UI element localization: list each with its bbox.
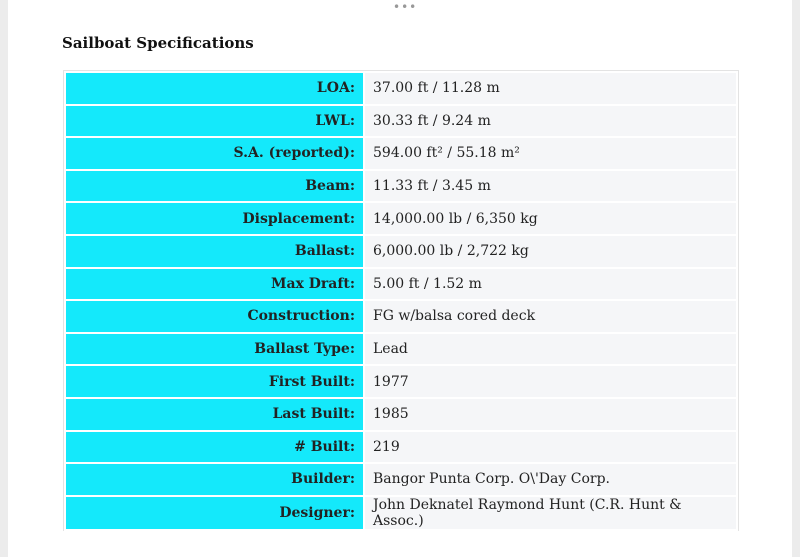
spec-row: Last Built: 1985 — [66, 398, 736, 430]
spec-label: Displacement: — [66, 203, 363, 234]
spec-row: Ballast Type: Lead — [66, 333, 736, 365]
spec-row: Construction: FG w/balsa cored deck — [66, 301, 736, 332]
spec-value: Bangor Punta Corp. O\'Day Corp. — [365, 464, 736, 495]
spec-row: First Built: 1977 — [66, 366, 736, 397]
spec-label: Beam: — [66, 170, 363, 202]
spec-table-wrapper: LOA: 37.00 ft / 11.28 m LWL: 30.33 ft / 9.2… — [63, 70, 739, 531]
spec-value: 37.00 ft / 11.28 m — [365, 73, 736, 104]
spec-value: 1977 — [365, 366, 736, 397]
spec-value: 14,000.00 lb / 6,350 kg — [365, 203, 736, 234]
spec-table: LOA: 37.00 ft / 11.28 m LWL: 30.33 ft / 9.2… — [64, 71, 738, 531]
spec-value: 1985 — [365, 398, 736, 430]
spec-value: 219 — [365, 431, 736, 463]
spec-row: Displacement: 14,000.00 lb / 6,350 kg — [66, 203, 736, 234]
spec-value: John Deknatel Raymond Hunt (C.R. Hunt & … — [365, 496, 736, 529]
spec-value: 30.33 ft / 9.24 m — [365, 105, 736, 137]
spec-value: 6,000.00 lb / 2,722 kg — [365, 235, 736, 267]
spec-label: # Built: — [66, 431, 363, 463]
drag-handle[interactable]: ••• — [393, 0, 418, 14]
spec-label: Builder: — [66, 464, 363, 495]
table-body: LOA: 37.00 ft / 11.28 m LWL: 30.33 ft / 9.2… — [66, 73, 736, 529]
spec-value: FG w/balsa cored deck — [365, 301, 736, 332]
content-card: ••• Sailboat Specifications LOA: 37.00 ft… — [8, 0, 792, 557]
spec-row: S.A. (reported): 594.00 ft² / 55.18 m² — [66, 138, 736, 169]
spec-label: Ballast Type: — [66, 333, 363, 365]
spec-row: LOA: 37.00 ft / 11.28 m — [66, 73, 736, 104]
spec-row: LWL: 30.33 ft / 9.24 m — [66, 105, 736, 137]
page-title: Sailboat Specifications — [62, 34, 254, 52]
spec-row: Beam: 11.33 ft / 3.45 m — [66, 170, 736, 202]
spec-label: S.A. (reported): — [66, 138, 363, 169]
spec-row: Max Draft: 5.00 ft / 1.52 m — [66, 268, 736, 300]
spec-value: 594.00 ft² / 55.18 m² — [365, 138, 736, 169]
spec-value: 11.33 ft / 3.45 m — [365, 170, 736, 202]
spec-value: 5.00 ft / 1.52 m — [365, 268, 736, 300]
spec-label: Max Draft: — [66, 268, 363, 300]
spec-label: First Built: — [66, 366, 363, 397]
spec-label: Last Built: — [66, 398, 363, 430]
spec-label: Ballast: — [66, 235, 363, 267]
spec-row: Designer: John Deknatel Raymond Hunt (C.R… — [66, 496, 736, 529]
spec-value: Lead — [365, 333, 736, 365]
spec-label: LWL: — [66, 105, 363, 137]
spec-label: LOA: — [66, 73, 363, 104]
spec-label: Designer: — [66, 496, 363, 529]
spec-row: # Built: 219 — [66, 431, 736, 463]
spec-row: Builder: Bangor Punta Corp. O\'Day Corp. — [66, 464, 736, 495]
spec-row: Ballast: 6,000.00 lb / 2,722 kg — [66, 235, 736, 267]
spec-label: Construction: — [66, 301, 363, 332]
